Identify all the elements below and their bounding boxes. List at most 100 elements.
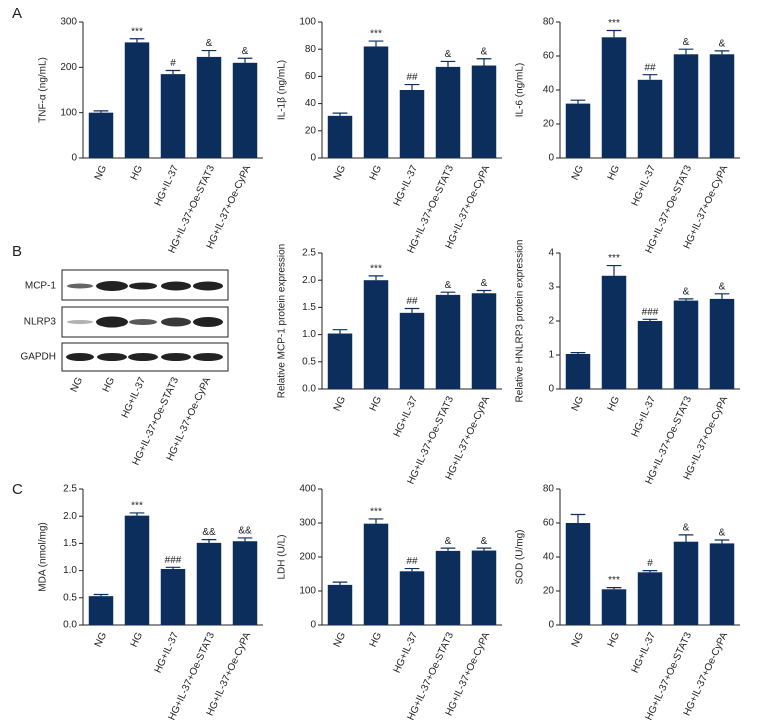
error-bar xyxy=(129,38,145,43)
error-bar xyxy=(440,60,456,67)
error-bar xyxy=(570,99,586,104)
y-tick-label: 0 xyxy=(548,384,554,395)
y-tick-label: 60 xyxy=(543,518,555,529)
chart: 0.0 0.5 1.0 1.5 2.0 2.5 MDA (nmol/mg) NG *** HG ##… xyxy=(38,484,263,720)
significance-label: && xyxy=(238,526,252,537)
bar xyxy=(124,42,150,158)
y-tick-label: 2.0 xyxy=(63,511,77,522)
panel-label: A xyxy=(12,5,22,22)
significance-label: & xyxy=(242,46,249,57)
bar xyxy=(565,523,591,625)
bar xyxy=(471,65,497,158)
y-axis-label: LDH (U/L) xyxy=(277,534,288,579)
y-tick-label: 300 xyxy=(60,17,77,28)
bar xyxy=(88,112,114,158)
bar xyxy=(196,56,222,159)
y-tick-label: 1.0 xyxy=(302,329,316,340)
y-tick-label: 100 xyxy=(299,17,316,28)
error-bar xyxy=(404,567,420,572)
error-bar xyxy=(129,512,145,516)
bar xyxy=(471,293,497,389)
x-tick-label: NG xyxy=(332,164,348,182)
error-bar xyxy=(476,289,492,294)
error-bar xyxy=(368,40,384,47)
x-tick-label: HG+IL-37 xyxy=(630,163,659,208)
bar xyxy=(196,542,222,625)
bar xyxy=(399,312,425,389)
error-bar xyxy=(368,275,384,281)
error-bar xyxy=(404,307,420,313)
bar xyxy=(160,74,186,158)
error-bar xyxy=(332,112,348,116)
bar xyxy=(637,572,663,625)
y-tick-label: 3 xyxy=(548,282,554,293)
chart: 0 20 40 60 80 100 IL-1β (ng/mL) NG *** HG ## HG+IL-… xyxy=(277,17,502,255)
x-tick-label: HG+IL-37 xyxy=(392,163,421,208)
x-tick-label: NG xyxy=(570,631,586,649)
error-bar xyxy=(476,58,492,66)
y-tick-label: 200 xyxy=(299,552,316,563)
bar xyxy=(435,550,461,625)
significance-label: *** xyxy=(131,501,143,512)
error-bar xyxy=(678,298,694,301)
chart: 0.0 0.5 1.0 1.5 2.0 2.5 Relative MCP-1 protein… xyxy=(277,244,502,486)
bar xyxy=(124,515,150,625)
chart: 0 1 2 3 4 Relative HNLRP3 protein expression N… xyxy=(515,240,740,486)
error-bar xyxy=(570,352,586,354)
significance-label: & xyxy=(481,536,488,547)
significance-label: & xyxy=(683,523,690,534)
bar xyxy=(327,333,353,389)
bar xyxy=(399,571,425,625)
error-bar xyxy=(476,547,492,551)
error-bar xyxy=(678,534,694,542)
bar xyxy=(160,568,186,625)
western-blot: MCP-1 NLRP3 GAPDH xyxy=(20,269,229,372)
blot-category: NG xyxy=(69,376,85,394)
y-tick-label: 0 xyxy=(310,153,316,164)
x-tick-label: HG+IL-37 xyxy=(153,630,182,675)
panel-label: B xyxy=(12,243,22,260)
bar xyxy=(673,541,699,625)
y-tick-label: 2 xyxy=(548,316,554,327)
bar xyxy=(673,300,699,389)
y-tick-label: 100 xyxy=(299,586,316,597)
bar xyxy=(601,589,627,625)
significance-label: # xyxy=(170,58,176,69)
x-tick-label: HG xyxy=(606,631,622,649)
error-bar xyxy=(678,48,694,55)
bar xyxy=(709,298,735,389)
x-tick-label: HG+IL-37 xyxy=(630,630,659,675)
significance-label: & xyxy=(683,37,690,48)
error-bar xyxy=(332,329,348,334)
error-bar xyxy=(201,538,217,543)
bar xyxy=(363,46,389,159)
bar xyxy=(363,523,389,625)
error-bar xyxy=(714,50,730,55)
significance-label: ### xyxy=(165,555,182,566)
y-tick-label: 0 xyxy=(310,620,316,631)
significance-label: ## xyxy=(644,62,656,73)
bar xyxy=(327,115,353,158)
error-bar xyxy=(642,318,658,321)
significance-label: *** xyxy=(608,575,620,586)
significance-label: & xyxy=(481,278,488,289)
error-bar xyxy=(237,57,253,63)
y-tick-label: 100 xyxy=(60,107,77,118)
error-bar xyxy=(440,547,456,551)
y-tick-label: 2.5 xyxy=(302,248,316,259)
bar xyxy=(673,54,699,158)
x-tick-label: NG xyxy=(332,395,348,413)
significance-label: *** xyxy=(370,29,382,40)
bar xyxy=(565,103,591,158)
bar xyxy=(435,294,461,389)
x-tick-label: HG xyxy=(129,164,145,182)
x-tick-label: HG xyxy=(606,395,622,413)
y-tick-label: 80 xyxy=(305,44,317,55)
y-tick-label: 2.5 xyxy=(63,484,77,495)
error-bar xyxy=(237,537,253,542)
significance-label: & xyxy=(445,536,452,547)
x-tick-label: NG xyxy=(93,164,109,182)
significance-label: & xyxy=(481,46,488,57)
error-bar xyxy=(714,539,730,544)
x-tick-label: HG xyxy=(606,164,622,182)
